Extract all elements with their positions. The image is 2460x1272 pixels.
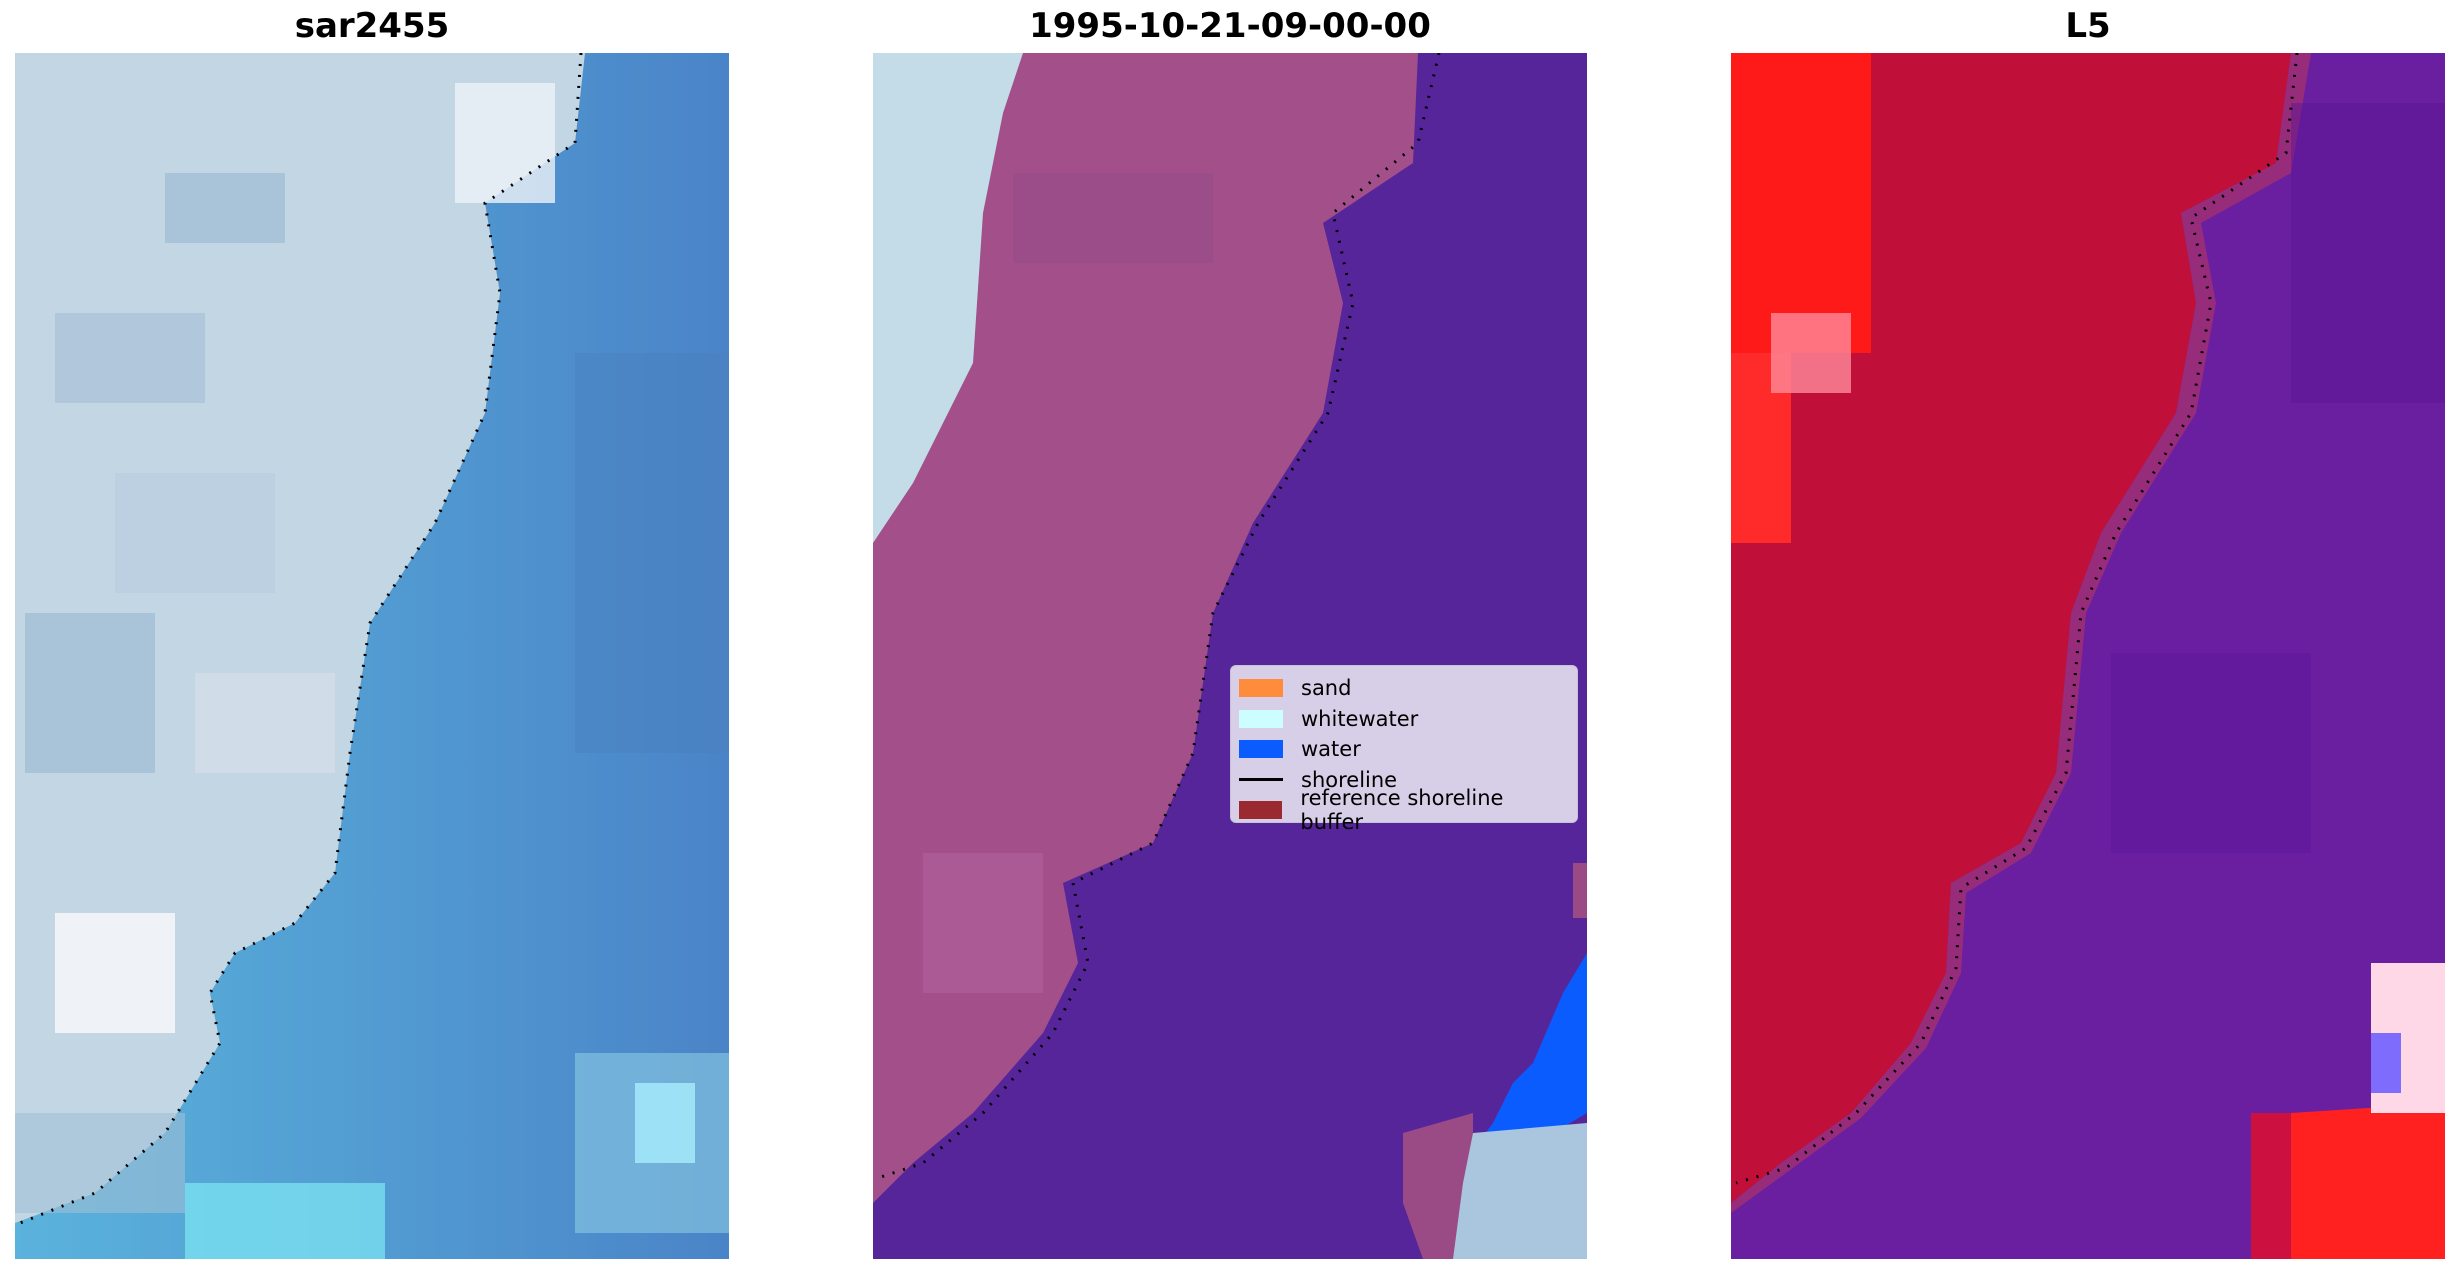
legend-label-sand: sand [1301,676,1352,701]
l5-pink-patch [1771,313,1851,393]
whitewater-area [873,53,1023,543]
classified-image [873,53,1587,1259]
legend-swatch-water [1239,740,1283,759]
legend-label-whitewater: whitewater [1301,706,1419,731]
classified-image-panel [873,53,1587,1259]
buffer-patch [1573,863,1587,918]
buffer-texture [923,853,1043,993]
panel-title-2: 1995-10-21-09-00-00 [1029,6,1431,46]
legend-item-reference-buffer: reference shoreline buffer [1239,786,1569,834]
legend-item-whitewater: whitewater [1239,704,1569,735]
l5-bright-red [2291,1103,2445,1259]
land-texture [25,613,155,773]
panel-title-1: sar2455 [294,6,450,46]
legend-swatch-reference-buffer [1239,801,1283,820]
legend-swatch-sand [1239,679,1283,698]
land-texture [55,313,205,403]
land-texture [195,673,335,773]
l5-purple-texture [2291,103,2445,403]
land-texture [455,83,555,203]
buffer-texture [1013,173,1213,263]
legend-label-reference-buffer: reference shoreline buffer [1300,786,1504,835]
ocean-texture [635,1083,695,1163]
buffer-patch [1403,1113,1473,1259]
land-texture [115,473,275,593]
l5-blue-patch [2371,1033,2401,1093]
land-texture [55,913,175,1033]
water-class [1478,953,1587,1163]
whitewater-patch [1453,1123,1587,1259]
legend-label-water: water [1301,737,1361,762]
l5-image [1731,53,2445,1259]
legend-line-shoreline [1239,778,1283,782]
legend: sand whitewater water shoreline referenc… [1230,665,1578,834]
l5-image-panel [1731,53,2445,1259]
legend-item-water: water [1239,734,1569,765]
rgb-image [15,53,729,1259]
l5-bright-red [1731,53,1871,353]
land-texture [15,1113,185,1213]
shoreline [1735,53,2299,1185]
l5-purple-texture [2111,653,2311,853]
legend-swatch-whitewater [1239,709,1283,728]
ocean-texture [575,353,729,753]
shoreline [19,53,583,1225]
l5-red-patch [2251,1113,2291,1259]
ocean-texture [185,1183,385,1259]
legend-item-sand: sand [1239,673,1569,704]
rgb-image-panel [15,53,729,1259]
legend-label-shoreline: shoreline [1301,767,1398,792]
land-texture [165,173,285,243]
legend-item-shoreline: shoreline [1239,765,1569,796]
panel-title-3: L5 [2065,6,2111,46]
